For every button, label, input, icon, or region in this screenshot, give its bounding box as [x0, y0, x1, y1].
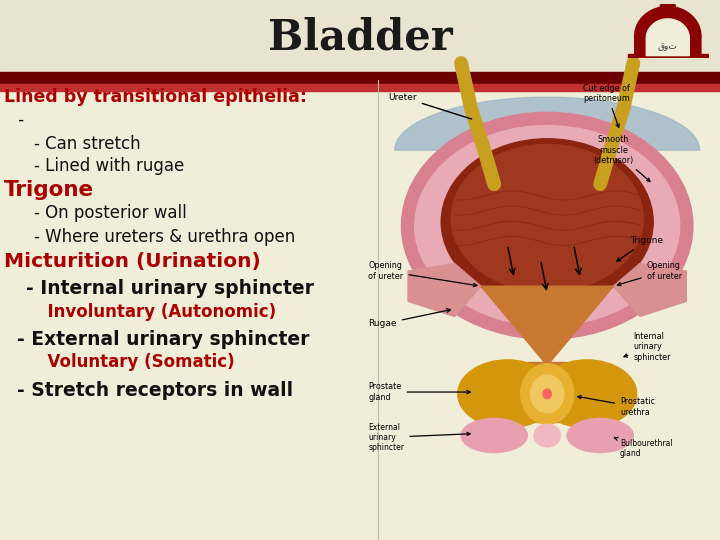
Text: Prostate
gland: Prostate gland [369, 382, 470, 402]
Polygon shape [395, 97, 700, 150]
Text: Opening
of ureter: Opening of ureter [618, 261, 682, 286]
Text: External
urinary
sphincter: External urinary sphincter [369, 422, 470, 453]
Text: - Can stretch: - Can stretch [13, 135, 140, 153]
Text: قوت: قوت [658, 43, 678, 51]
Polygon shape [635, 6, 701, 58]
Text: Involuntary (Autonomic): Involuntary (Autonomic) [13, 303, 276, 321]
Ellipse shape [531, 375, 564, 413]
Text: Cut edge of
peritoneum: Cut edge of peritoneum [583, 84, 630, 127]
Bar [628, 54, 708, 58]
Ellipse shape [537, 360, 636, 428]
Ellipse shape [458, 360, 557, 428]
Text: -: - [13, 111, 24, 130]
Text: Lined by transitional epithelia:: Lined by transitional epithelia: [4, 88, 307, 106]
Text: Trigone: Trigone [4, 180, 94, 200]
Ellipse shape [660, 2, 675, 10]
Bar [0, 80, 720, 540]
Polygon shape [408, 264, 481, 316]
Ellipse shape [534, 424, 560, 447]
Text: Voluntary (Somatic): Voluntary (Somatic) [13, 353, 235, 371]
Text: - On posterior wall: - On posterior wall [13, 204, 186, 222]
Ellipse shape [441, 139, 653, 305]
Ellipse shape [567, 418, 634, 453]
Text: Internal
urinary
sphincter: Internal urinary sphincter [624, 332, 671, 362]
Text: Bulbourethral
gland: Bulbourethral gland [614, 437, 672, 458]
Text: Micturition (Urination): Micturition (Urination) [4, 252, 261, 272]
Polygon shape [647, 19, 689, 56]
Ellipse shape [521, 364, 574, 424]
Text: - Stretch receptors in wall: - Stretch receptors in wall [4, 381, 293, 400]
Text: Ureter: Ureter [388, 93, 472, 119]
Text: - Lined with rugae: - Lined with rugae [13, 157, 184, 175]
Text: Rugae: Rugae [369, 309, 451, 328]
Text: Trigone: Trigone [617, 237, 663, 261]
Ellipse shape [402, 112, 693, 339]
Text: Prostatic
urethra: Prostatic urethra [578, 395, 655, 417]
Ellipse shape [451, 145, 643, 292]
Text: Smooth
muscle
(detrusor): Smooth muscle (detrusor) [593, 135, 650, 181]
Polygon shape [481, 286, 613, 366]
Text: Bladder: Bladder [268, 17, 452, 59]
Ellipse shape [415, 126, 680, 326]
Ellipse shape [543, 389, 552, 399]
Text: Opening
of ureter: Opening of ureter [369, 261, 477, 287]
Polygon shape [613, 264, 686, 316]
Bar [0, 84, 720, 91]
Ellipse shape [461, 418, 527, 453]
Text: - Internal urinary sphincter: - Internal urinary sphincter [13, 279, 314, 299]
Text: - Where ureters & urethra open: - Where ureters & urethra open [13, 227, 295, 246]
Bar [527, 362, 567, 422]
Text: - External urinary sphincter: - External urinary sphincter [4, 329, 309, 349]
Bar [0, 72, 720, 84]
